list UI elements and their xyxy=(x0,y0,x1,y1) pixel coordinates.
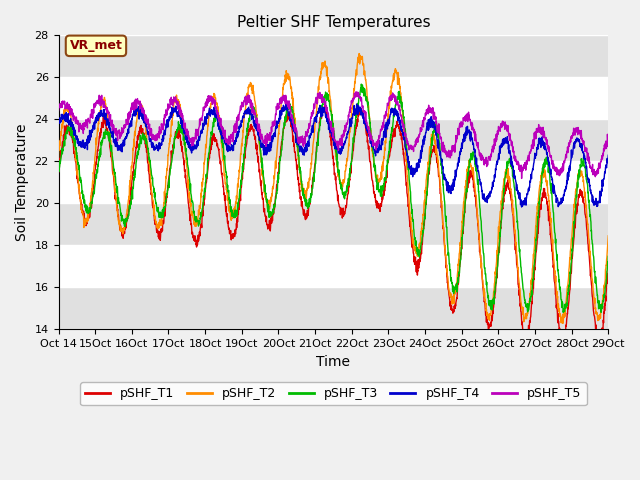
pSHF_T2 xyxy=(589,281,596,287)
pSHF_T4 xyxy=(604,152,612,158)
pSHF_T5 xyxy=(589,162,596,168)
Bar xyxy=(58,120,608,161)
pSHF_T3 xyxy=(54,165,62,170)
pSHF_T4 xyxy=(589,195,596,201)
pSHF_T3 xyxy=(597,310,605,315)
pSHF_T1 xyxy=(83,219,90,225)
pSHF_T5 xyxy=(54,108,62,113)
pSHF_T1 xyxy=(323,107,330,112)
pSHF_T1 xyxy=(307,193,315,199)
pSHF_T4 xyxy=(353,101,360,107)
pSHF_T5 xyxy=(589,172,596,178)
pSHF_T4 xyxy=(83,141,90,146)
pSHF_T2 xyxy=(355,51,363,57)
pSHF_T3 xyxy=(588,241,596,247)
X-axis label: Time: Time xyxy=(316,355,350,369)
pSHF_T2 xyxy=(604,233,612,239)
pSHF_T4 xyxy=(307,132,315,138)
pSHF_T4 xyxy=(589,193,596,199)
pSHF_T2 xyxy=(54,155,62,160)
pSHF_T5 xyxy=(322,102,330,108)
pSHF_T5 xyxy=(604,133,612,139)
Line: pSHF_T4: pSHF_T4 xyxy=(58,104,608,207)
pSHF_T3 xyxy=(83,210,90,216)
pSHF_T2 xyxy=(589,280,596,286)
pSHF_T5 xyxy=(518,176,525,181)
pSHF_T3 xyxy=(307,194,315,200)
pSHF_T4 xyxy=(518,204,525,210)
Line: pSHF_T1: pSHF_T1 xyxy=(58,107,608,345)
Text: VR_met: VR_met xyxy=(70,39,122,52)
Bar xyxy=(58,288,608,329)
pSHF_T5 xyxy=(352,89,360,95)
pSHF_T3 xyxy=(604,253,612,259)
pSHF_T3 xyxy=(358,81,365,87)
pSHF_T2 xyxy=(307,160,315,166)
pSHF_T2 xyxy=(559,321,566,326)
pSHF_T1 xyxy=(488,314,495,320)
pSHF_T2 xyxy=(322,63,330,69)
pSHF_T3 xyxy=(589,241,596,247)
pSHF_T4 xyxy=(488,187,495,192)
pSHF_T1 xyxy=(589,300,596,305)
pSHF_T3 xyxy=(322,90,330,96)
Line: pSHF_T2: pSHF_T2 xyxy=(58,54,608,324)
pSHF_T1 xyxy=(604,259,612,264)
pSHF_T5 xyxy=(83,119,90,124)
Line: pSHF_T5: pSHF_T5 xyxy=(58,92,608,179)
pSHF_T5 xyxy=(307,115,315,121)
Line: pSHF_T3: pSHF_T3 xyxy=(58,84,608,312)
pSHF_T4 xyxy=(54,118,62,124)
Bar xyxy=(58,36,608,77)
Legend: pSHF_T1, pSHF_T2, pSHF_T3, pSHF_T4, pSHF_T5: pSHF_T1, pSHF_T2, pSHF_T3, pSHF_T4, pSHF… xyxy=(80,383,587,406)
pSHF_T1 xyxy=(589,294,596,300)
Bar xyxy=(58,204,608,245)
Y-axis label: Soil Temperature: Soil Temperature xyxy=(15,123,29,241)
pSHF_T2 xyxy=(488,301,495,307)
pSHF_T4 xyxy=(322,114,330,120)
pSHF_T2 xyxy=(83,216,90,222)
pSHF_T5 xyxy=(488,150,495,156)
pSHF_T1 xyxy=(559,342,566,348)
pSHF_T1 xyxy=(54,169,62,175)
Title: Peltier SHF Temperatures: Peltier SHF Temperatures xyxy=(237,15,430,30)
pSHF_T1 xyxy=(321,104,328,109)
pSHF_T3 xyxy=(488,305,495,311)
